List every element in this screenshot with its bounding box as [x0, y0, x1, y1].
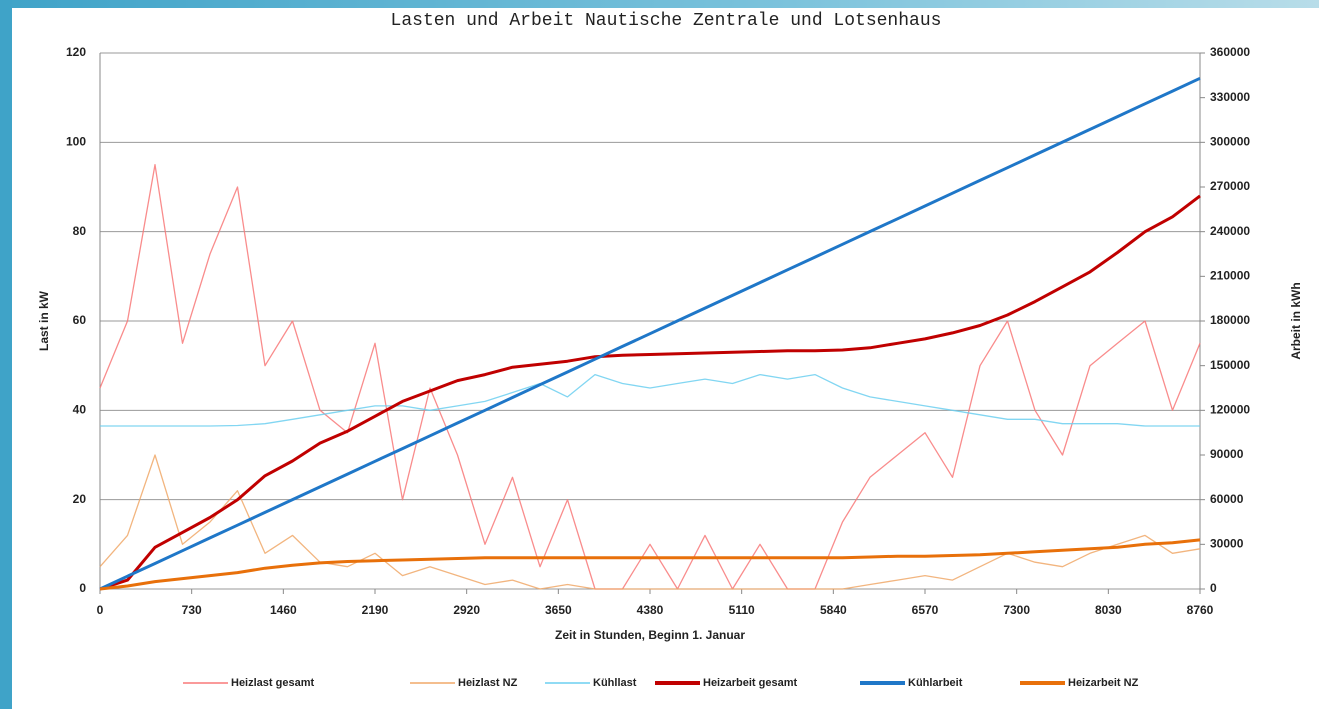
legend-label: Heizarbeit gesamt [703, 677, 797, 689]
x-tick-label: 5840 [820, 603, 847, 617]
y-axis-label: Last in kW [37, 290, 51, 351]
series-line [99, 454, 1201, 590]
x-tick-label: 2190 [362, 603, 389, 617]
x-tick-label: 7300 [1003, 603, 1030, 617]
y-tick-label: 120 [66, 45, 86, 59]
y2-tick-label: 0 [1210, 581, 1217, 595]
legend-label: Kühllast [593, 677, 637, 689]
series-line [99, 538, 1201, 591]
y2-tick-label: 150000 [1210, 358, 1250, 372]
left-band [0, 0, 12, 709]
y2-tick-label: 360000 [1210, 45, 1250, 59]
series-line [99, 194, 1201, 591]
y2-tick-label: 90000 [1210, 447, 1244, 461]
y2-tick-label: 270000 [1210, 179, 1250, 193]
y2-tick-label: 240000 [1210, 224, 1250, 238]
y2-tick-label: 30000 [1210, 537, 1244, 551]
y2-tick-label: 180000 [1210, 313, 1250, 327]
y-tick-label: 80 [73, 224, 87, 238]
y2-tick-label: 210000 [1210, 269, 1250, 283]
y2-tick-label: 120000 [1210, 403, 1250, 417]
x-tick-label: 3650 [545, 603, 572, 617]
x-tick-label: 8760 [1187, 603, 1214, 617]
series-line [100, 373, 1200, 427]
y2-tick-label: 330000 [1210, 90, 1250, 104]
x-tick-label: 2920 [453, 603, 480, 617]
legend-label: Heizlast gesamt [231, 677, 314, 689]
legend-label: Heizlast NZ [458, 677, 518, 689]
x-axis-label: Zeit in Stunden, Beginn 1. Januar [555, 628, 745, 642]
x-tick-label: 1460 [270, 603, 297, 617]
y-tick-label: 40 [73, 403, 87, 417]
series-line [99, 164, 1201, 590]
series-line [99, 76, 1201, 591]
x-tick-label: 4380 [637, 603, 664, 617]
y-tick-label: 20 [73, 492, 87, 506]
y2-tick-label: 60000 [1210, 492, 1244, 506]
chart-title: Lasten und Arbeit Nautische Zentrale und… [391, 11, 942, 31]
y2-axis-label: Arbeit in kWh [1289, 282, 1303, 359]
legend-label: Heizarbeit NZ [1068, 677, 1139, 689]
x-tick-label: 6570 [912, 603, 939, 617]
x-tick-label: 730 [182, 603, 202, 617]
y2-tick-label: 300000 [1210, 135, 1250, 149]
y-tick-label: 0 [79, 581, 86, 595]
x-tick-label: 5110 [729, 603, 755, 617]
top-band [0, 0, 1319, 8]
legend-label: Kühlarbeit [908, 677, 963, 689]
x-tick-label: 8030 [1095, 603, 1122, 617]
y-tick-label: 60 [73, 313, 87, 327]
y-tick-label: 100 [66, 135, 86, 149]
x-tick-label: 0 [97, 603, 104, 617]
